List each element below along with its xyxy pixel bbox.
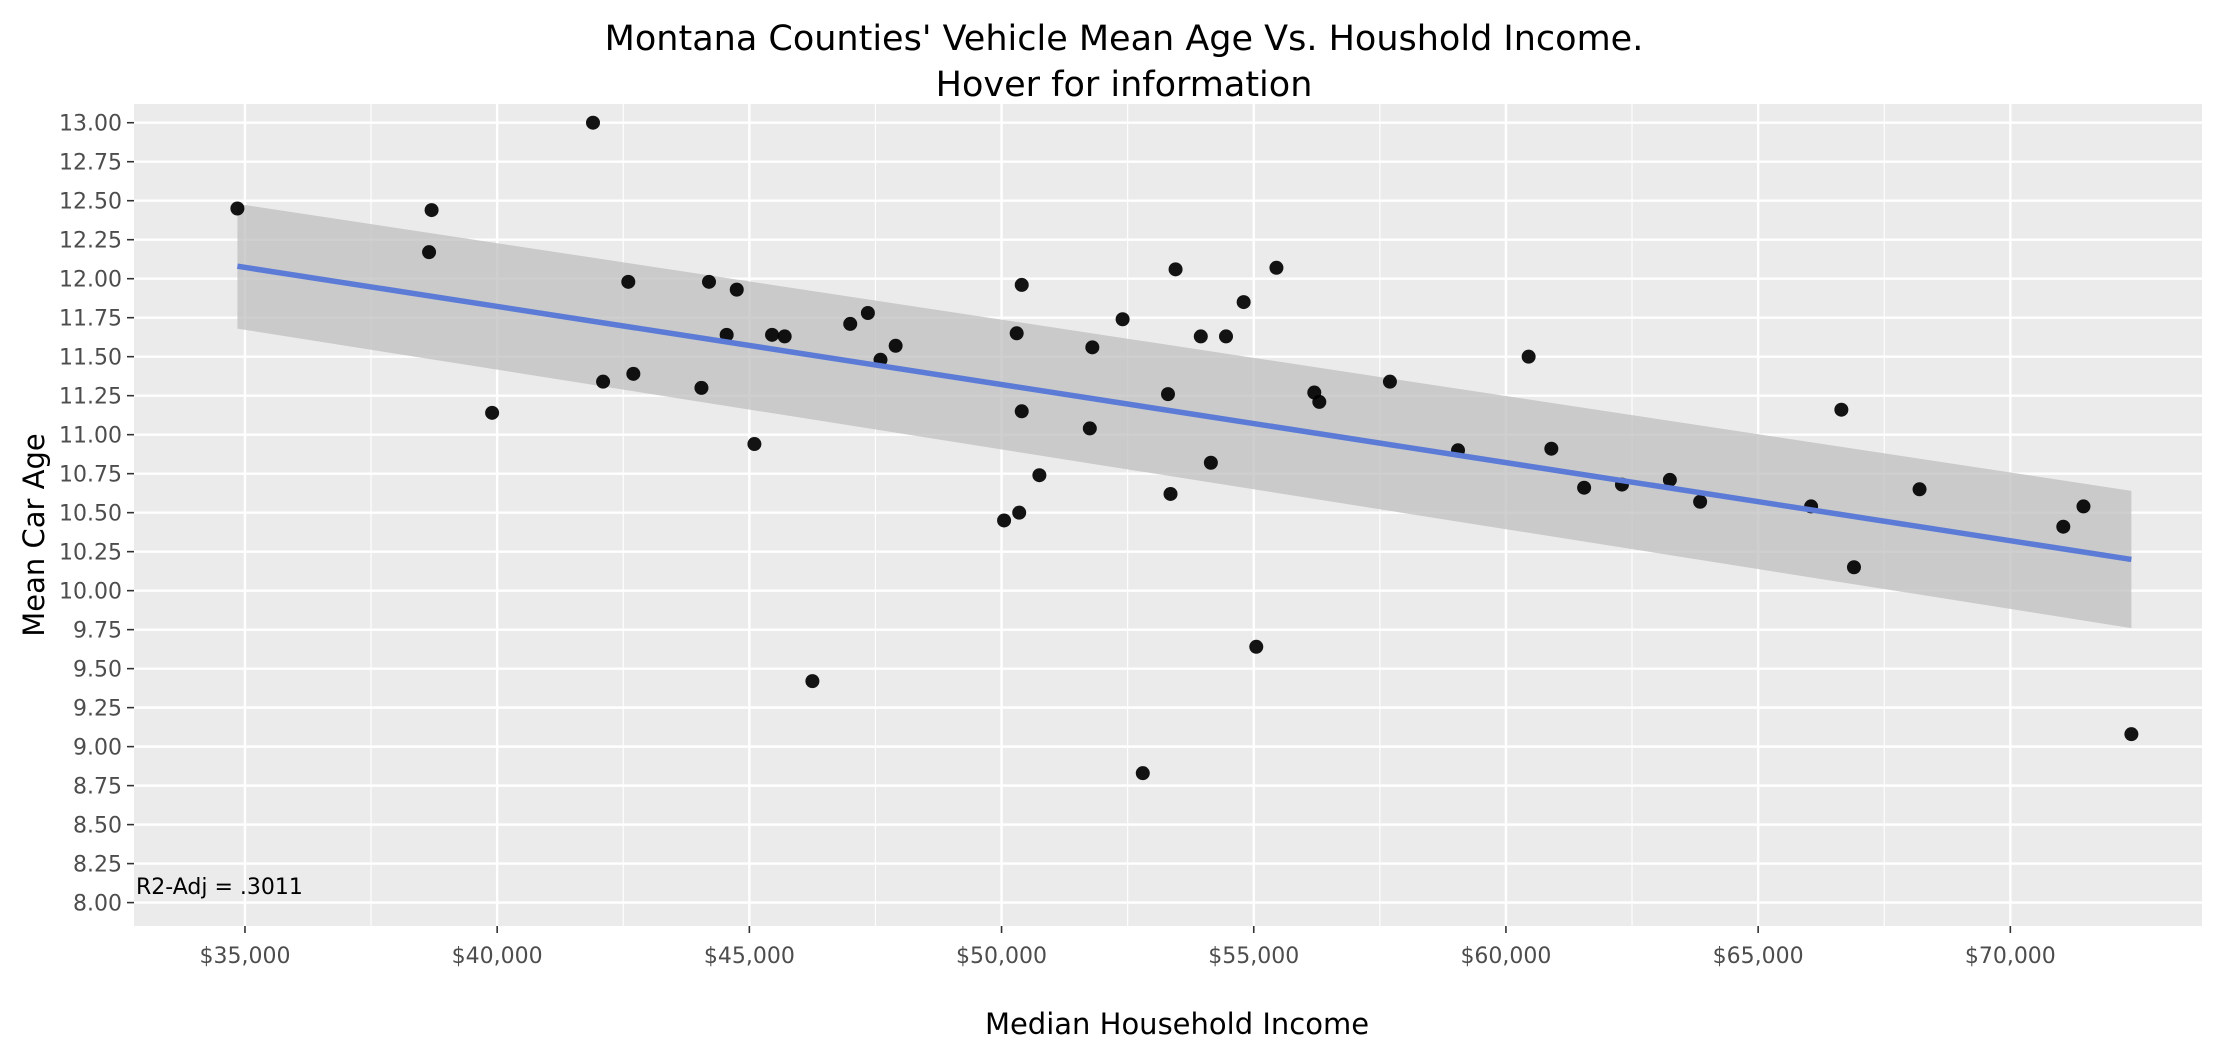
data-point[interactable]: [860, 306, 875, 321]
data-point[interactable]: [1577, 480, 1592, 495]
data-point[interactable]: [1014, 277, 1029, 292]
data-point[interactable]: [1219, 329, 1234, 344]
data-point[interactable]: [1012, 505, 1027, 520]
y-tick-label: 8.00: [73, 892, 122, 917]
y-tick-label: 12.50: [59, 190, 122, 215]
data-point[interactable]: [1846, 560, 1861, 575]
data-point[interactable]: [1312, 394, 1327, 409]
x-tick-label: $55,000: [1208, 944, 1299, 969]
confidence-band-layer: [237, 203, 2132, 629]
data-point[interactable]: [485, 405, 500, 420]
confidence-band: [237, 203, 2132, 629]
data-point[interactable]: [719, 327, 734, 342]
y-tick-label: 9.25: [73, 697, 122, 722]
data-point[interactable]: [1115, 312, 1130, 327]
data-point[interactable]: [1032, 468, 1047, 483]
data-point[interactable]: [596, 374, 611, 389]
data-point[interactable]: [1014, 404, 1029, 419]
y-tick-label: 9.50: [73, 658, 122, 683]
data-point[interactable]: [765, 327, 780, 342]
data-point[interactable]: [1193, 329, 1208, 344]
y-tick-label: 8.25: [73, 853, 122, 878]
x-axis-ticks: $35,000 $40,000 $45,000 $50,000 $55,000 $60,0…: [199, 926, 2056, 969]
data-point[interactable]: [2124, 727, 2139, 742]
data-point[interactable]: [1662, 472, 1677, 487]
data-point[interactable]: [777, 329, 792, 344]
y-tick-label: 10.00: [59, 580, 122, 605]
x-tick-label: $35,000: [199, 944, 290, 969]
data-point[interactable]: [1163, 486, 1178, 501]
data-point[interactable]: [1168, 262, 1183, 277]
y-axis-ticks: 8.00 8.25 8.50 8.75 9.00 9.25 9.50 9.75 10.00 10.…: [59, 112, 134, 917]
data-point[interactable]: [626, 366, 641, 381]
x-tick-label: $50,000: [956, 944, 1047, 969]
y-tick-label: 13.00: [59, 112, 122, 137]
data-point[interactable]: [694, 380, 709, 395]
data-point[interactable]: [585, 115, 600, 130]
y-tick-label: 12.25: [59, 229, 122, 254]
y-tick-label: 11.50: [59, 346, 122, 371]
chart-title: Montana Counties' Vehicle Mean Age Vs. H…: [605, 19, 1644, 59]
y-tick-label: 12.75: [59, 151, 122, 176]
data-point[interactable]: [888, 338, 903, 353]
data-point[interactable]: [1161, 387, 1175, 402]
data-point[interactable]: [1236, 295, 1251, 310]
data-point[interactable]: [1834, 402, 1849, 417]
y-tick-label: 10.50: [59, 502, 122, 527]
data-point[interactable]: [843, 316, 858, 331]
data-point[interactable]: [1082, 421, 1097, 436]
data-point[interactable]: [729, 282, 744, 297]
x-tick-label: $40,000: [452, 944, 543, 969]
data-point[interactable]: [1544, 441, 1559, 456]
data-point[interactable]: [702, 274, 717, 289]
data-point[interactable]: [1521, 349, 1536, 364]
data-point[interactable]: [424, 203, 439, 218]
data-point[interactable]: [997, 513, 1012, 528]
data-point[interactable]: [747, 437, 762, 452]
data-point[interactable]: [2056, 519, 2071, 534]
y-tick-label: 8.75: [73, 775, 122, 800]
data-point[interactable]: [230, 201, 245, 216]
data-point[interactable]: [1269, 260, 1284, 275]
y-tick-label: 9.00: [73, 736, 122, 761]
x-tick-label: $45,000: [704, 944, 795, 969]
data-point[interactable]: [1009, 326, 1024, 341]
data-point[interactable]: [1085, 340, 1100, 355]
data-point[interactable]: [621, 274, 636, 289]
y-axis-title: Mean Car Age: [17, 433, 51, 636]
x-axis-title: Median Household Income: [985, 1007, 1369, 1041]
regression-line-layer: [236, 263, 2132, 563]
chart-subtitle: Hover for information: [936, 65, 1313, 105]
y-tick-label: 10.25: [59, 541, 122, 566]
x-tick-label: $60,000: [1460, 944, 1551, 969]
data-point[interactable]: [2076, 499, 2091, 514]
data-point[interactable]: [1382, 374, 1397, 389]
x-tick-label: $65,000: [1713, 944, 1804, 969]
y-tick-label: 8.50: [73, 814, 122, 839]
data-point[interactable]: [1249, 639, 1264, 654]
y-tick-label: 12.00: [59, 268, 122, 293]
y-tick-label: 11.00: [59, 424, 122, 449]
data-point[interactable]: [1203, 455, 1218, 470]
data-point[interactable]: [805, 674, 820, 689]
y-tick-label: 10.75: [59, 463, 122, 488]
y-tick-label: 11.75: [59, 307, 122, 332]
regression-line: [236, 263, 2132, 563]
y-tick-label: 9.75: [73, 619, 122, 644]
data-point[interactable]: [1693, 494, 1708, 509]
data-point[interactable]: [1135, 766, 1150, 781]
y-tick-label: 11.25: [59, 385, 122, 410]
r2-annotation: R2-Adj = .3011: [136, 875, 303, 900]
data-point[interactable]: [422, 245, 437, 260]
x-tick-label: $70,000: [1965, 944, 2056, 969]
data-point[interactable]: [1912, 482, 1927, 497]
